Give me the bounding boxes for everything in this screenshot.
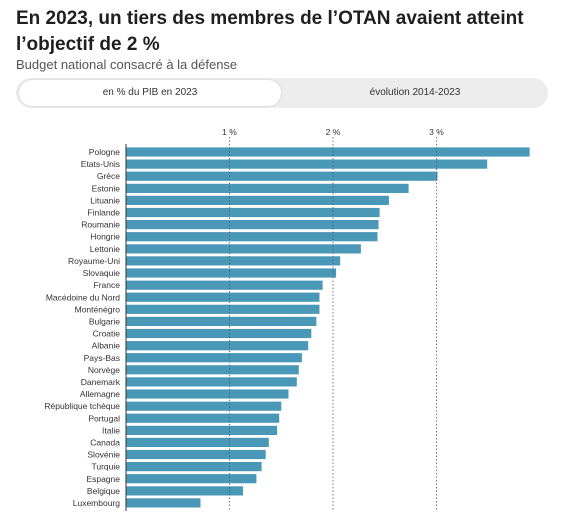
- bar: [126, 498, 201, 508]
- bar: [126, 486, 243, 496]
- bar: [126, 256, 341, 266]
- category-label: Italie: [102, 425, 120, 435]
- category-label: Luxembourg: [73, 498, 121, 508]
- bar: [126, 353, 302, 363]
- bar: [126, 183, 409, 193]
- category-label: Canada: [90, 437, 120, 447]
- bar: [126, 341, 309, 351]
- bar: [126, 244, 361, 254]
- x-tick-label: 3 %: [429, 127, 444, 137]
- category-label: Slovénie: [87, 450, 120, 460]
- bar: [126, 365, 299, 375]
- category-label: Portugal: [88, 413, 120, 423]
- category-label: Macédoine du Nord: [46, 292, 120, 302]
- category-label: Estonie: [92, 183, 121, 193]
- bar: [126, 474, 257, 484]
- category-label: Pologne: [89, 147, 120, 157]
- bar: [126, 232, 378, 242]
- category-label: République tchèque: [44, 401, 120, 411]
- bar: [126, 171, 438, 181]
- category-label: Etats-Unis: [81, 159, 120, 169]
- category-label: Bulgarie: [89, 316, 120, 326]
- category-label: Monténégro: [75, 304, 121, 314]
- bar: [126, 328, 312, 339]
- x-tick-label: 1 %: [222, 127, 237, 137]
- bar: [126, 207, 380, 218]
- bar: [126, 389, 289, 399]
- category-label: Belgique: [87, 486, 120, 496]
- bar: [126, 413, 280, 423]
- chart-title: En 2023, un tiers des membres de l’OTAN …: [16, 8, 524, 55]
- category-label: Roumanie: [81, 220, 120, 230]
- category-label: Pays-Bas: [84, 353, 120, 363]
- category-label: France: [94, 280, 121, 290]
- bar: [126, 316, 317, 326]
- bar: [126, 304, 320, 314]
- category-label: Espagne: [86, 474, 120, 484]
- category-label: Slovaquie: [83, 268, 121, 278]
- bar: [126, 147, 530, 157]
- category-label: Danemark: [81, 377, 121, 387]
- bar: [126, 401, 282, 411]
- bar: [126, 462, 262, 472]
- category-label: Allemagne: [80, 389, 120, 399]
- category-label: Lettonie: [90, 244, 121, 254]
- x-tick-label: 2 %: [326, 127, 341, 137]
- category-label: Royaume-Uni: [68, 256, 120, 266]
- category-label: Finlande: [87, 208, 120, 218]
- chart-subtitle: Budget national consacré à la défense: [16, 57, 238, 72]
- category-label: Hongrie: [90, 232, 120, 242]
- bar: [126, 425, 278, 435]
- category-label: Norvège: [88, 365, 120, 375]
- bar: [126, 195, 389, 205]
- category-label: Turquie: [91, 462, 120, 472]
- bar: [126, 449, 266, 460]
- bar: [126, 268, 337, 278]
- tab-gdp-share-2023[interactable]: en % du PIB en 2023: [19, 80, 281, 106]
- tab-evolution-2014-2023[interactable]: évolution 2014-2023: [369, 87, 461, 98]
- bar: [126, 292, 320, 302]
- bar: [126, 377, 297, 387]
- bar: [126, 220, 379, 230]
- bar: [126, 437, 269, 447]
- category-label: Grèce: [97, 171, 120, 181]
- bar: [126, 159, 488, 169]
- category-label: Albanie: [92, 341, 121, 351]
- category-label: Croatie: [93, 329, 121, 339]
- category-label: Lituanie: [90, 195, 120, 205]
- view-toggle: en % du PIB en 2023 évolution 2014-2023: [16, 78, 548, 108]
- bar: [126, 280, 323, 290]
